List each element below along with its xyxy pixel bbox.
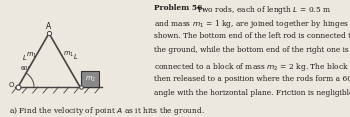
Text: and mass $m_1$ = 1 kg, are joined together by hinges as: and mass $m_1$ = 1 kg, are joined togeth… [154,18,350,30]
Text: Two rods, each of length $\it{L}$ = 0.5 m: Two rods, each of length $\it{L}$ = 0.5 … [194,4,331,16]
Bar [81,71,99,87]
Text: then released to a position where the rods form a 60°: then released to a position where the ro… [154,75,350,83]
Text: O: O [8,82,14,88]
Text: Problem 56.: Problem 56. [154,4,205,11]
Text: connected to a block of mass $m_2$ = 2 kg. The block is: connected to a block of mass $m_2$ = 2 k… [154,61,350,73]
Text: $L$: $L$ [21,53,27,62]
Text: angle with the horizontal plane. Friction is negligible.: angle with the horizontal plane. Frictio… [154,89,350,97]
Text: shown. The bottom end of the left rod is connected to: shown. The bottom end of the left rod is… [154,32,350,40]
Text: $m_1$: $m_1$ [63,50,74,59]
Text: 60°: 60° [21,66,32,71]
Text: $L$: $L$ [73,52,78,61]
Text: $m_2$: $m_2$ [84,74,96,84]
Text: A: A [46,22,52,31]
Text: a) Find the velocity of point $A$ as it hits the ground.: a) Find the velocity of point $A$ as it … [9,105,204,117]
Text: $m_1$: $m_1$ [26,51,37,60]
Text: the ground, while the bottom end of the right one is: the ground, while the bottom end of the … [154,46,349,54]
